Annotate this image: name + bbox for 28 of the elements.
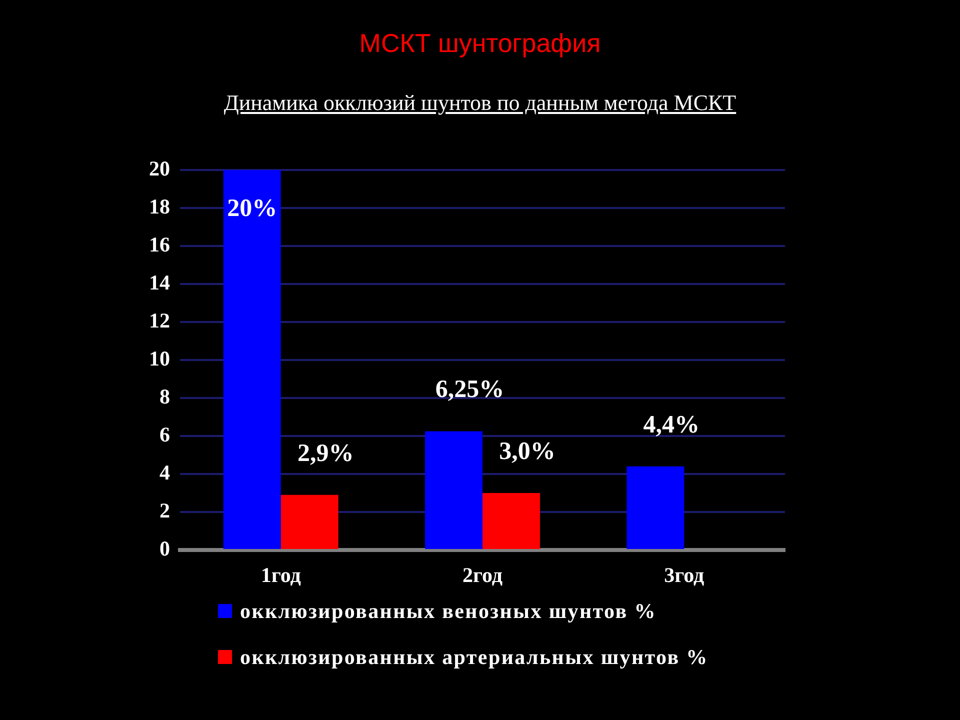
y-tick-label: 0 [160, 536, 170, 560]
bar [482, 493, 540, 549]
bar [425, 431, 482, 549]
y-tick-label: 20 [149, 156, 170, 180]
y-tick-label: 14 [149, 270, 170, 294]
y-tick-label: 6 [160, 422, 170, 446]
data-label: 3,0% [499, 438, 556, 465]
legend-label: окклюзированных артериальных шунтов % [240, 644, 708, 670]
y-tick-label: 2 [160, 498, 170, 522]
y-tick-label: 4 [160, 460, 170, 484]
data-label: 4,4% [643, 411, 700, 438]
y-tick-label: 16 [149, 232, 170, 256]
legend-label: окклюзированных венозных шунтов % [240, 598, 656, 624]
y-tick-label: 12 [149, 308, 170, 332]
y-tick-label: 18 [149, 194, 170, 218]
y-tick-label: 10 [149, 346, 170, 370]
x-tick-label: 2год [462, 563, 503, 588]
x-tick-label: 1год [260, 563, 302, 588]
data-label: 6,25% [435, 376, 504, 404]
bar [280, 494, 338, 549]
chart-subtitle: Динамика окклюзий шунтов по данным метода МСКТ [224, 90, 736, 115]
data-label: 20% [227, 194, 278, 222]
bar [626, 466, 684, 549]
bar [223, 170, 281, 549]
y-tick-label: 8 [160, 384, 170, 408]
x-tick-label: 3год [664, 563, 705, 588]
chart-title: МСКТ шунтография [358, 28, 602, 59]
data-label: 2,9% [297, 440, 354, 467]
